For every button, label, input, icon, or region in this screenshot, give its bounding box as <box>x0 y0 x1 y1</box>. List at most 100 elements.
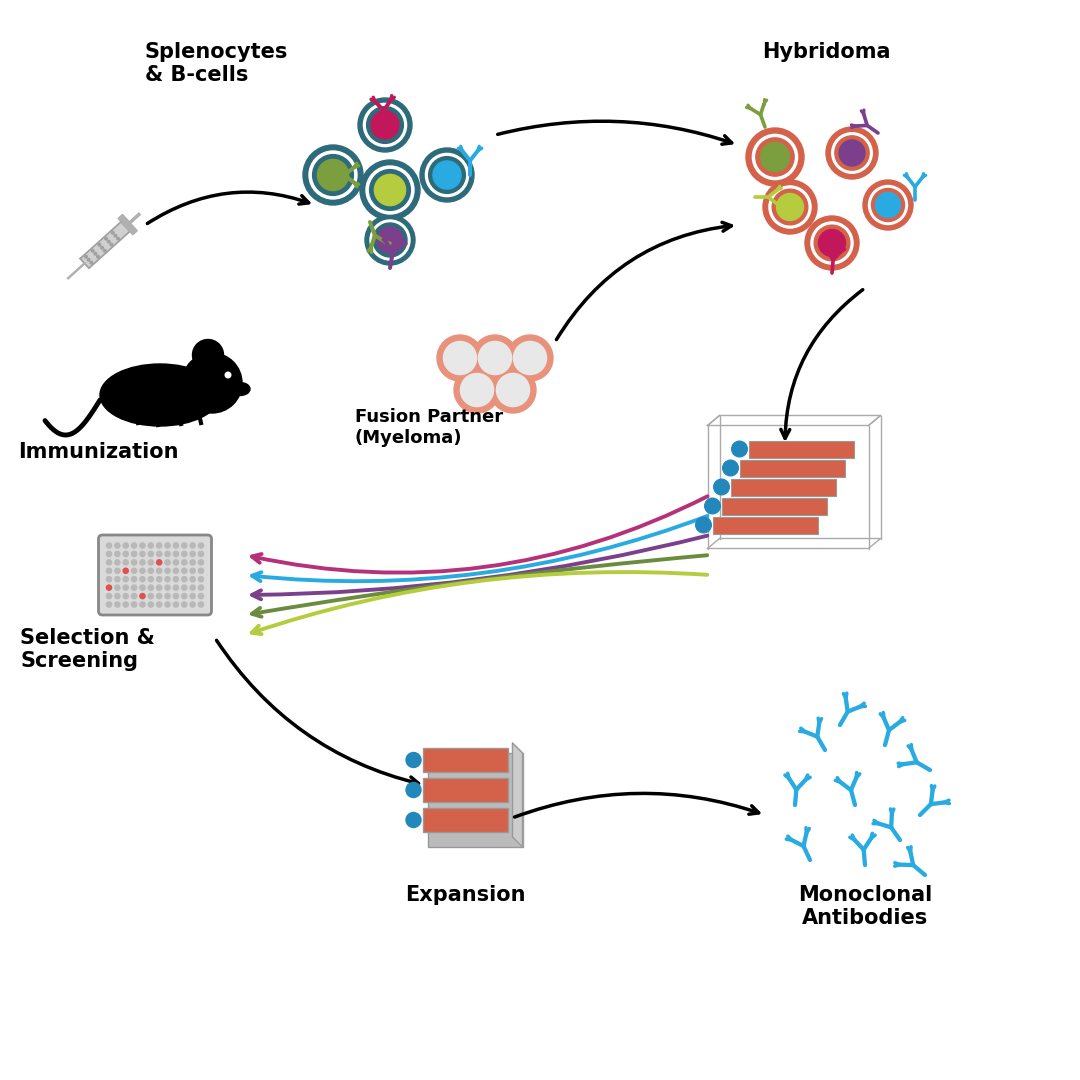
Circle shape <box>190 577 195 582</box>
Circle shape <box>190 594 195 598</box>
Circle shape <box>157 551 162 556</box>
Circle shape <box>148 559 153 565</box>
Circle shape <box>181 568 187 573</box>
Circle shape <box>157 559 162 565</box>
Circle shape <box>132 559 137 565</box>
Circle shape <box>190 585 195 591</box>
Circle shape <box>114 559 120 565</box>
FancyBboxPatch shape <box>748 441 853 458</box>
Circle shape <box>157 602 162 607</box>
Circle shape <box>100 246 104 249</box>
Circle shape <box>199 559 204 565</box>
Text: Fusion Partner
(Myeloma): Fusion Partner (Myeloma) <box>355 408 503 447</box>
Circle shape <box>97 255 99 258</box>
Circle shape <box>429 157 465 193</box>
Circle shape <box>139 551 145 556</box>
Circle shape <box>369 170 410 211</box>
Text: Expansion: Expansion <box>405 885 525 905</box>
Circle shape <box>114 234 117 237</box>
Circle shape <box>165 602 171 607</box>
Circle shape <box>478 341 512 375</box>
Circle shape <box>454 367 500 413</box>
Circle shape <box>406 783 421 797</box>
Circle shape <box>148 585 153 591</box>
Circle shape <box>173 577 178 582</box>
Circle shape <box>190 551 195 556</box>
FancyBboxPatch shape <box>428 753 523 847</box>
Circle shape <box>148 551 153 556</box>
Circle shape <box>181 602 187 607</box>
Circle shape <box>107 551 111 556</box>
Ellipse shape <box>230 382 249 395</box>
FancyBboxPatch shape <box>422 808 508 832</box>
Circle shape <box>117 238 120 240</box>
Circle shape <box>181 585 187 591</box>
Circle shape <box>714 480 729 495</box>
Circle shape <box>312 154 353 195</box>
Circle shape <box>303 145 363 205</box>
Circle shape <box>826 127 878 179</box>
Circle shape <box>123 602 129 607</box>
Circle shape <box>148 577 153 582</box>
Circle shape <box>190 543 195 549</box>
Circle shape <box>123 543 129 549</box>
Circle shape <box>123 568 129 573</box>
FancyBboxPatch shape <box>713 516 818 534</box>
Circle shape <box>490 367 536 413</box>
Circle shape <box>173 594 178 598</box>
Circle shape <box>173 543 178 549</box>
Circle shape <box>157 577 162 582</box>
Circle shape <box>732 442 747 457</box>
Circle shape <box>444 341 476 375</box>
Polygon shape <box>513 743 523 847</box>
Circle shape <box>90 261 93 264</box>
Circle shape <box>107 585 111 591</box>
Circle shape <box>819 230 846 257</box>
Circle shape <box>165 585 171 591</box>
Circle shape <box>132 543 137 549</box>
Circle shape <box>365 215 415 265</box>
Circle shape <box>863 180 913 230</box>
Circle shape <box>123 585 129 591</box>
Text: Splenocytes
& B-cells: Splenocytes & B-cells <box>145 42 288 85</box>
Circle shape <box>762 180 816 234</box>
Circle shape <box>811 222 853 265</box>
Circle shape <box>756 138 794 176</box>
Circle shape <box>173 602 178 607</box>
Circle shape <box>92 249 94 252</box>
Ellipse shape <box>100 364 220 426</box>
Circle shape <box>139 585 145 591</box>
Circle shape <box>832 133 873 173</box>
Polygon shape <box>118 215 137 234</box>
Circle shape <box>148 602 153 607</box>
Circle shape <box>377 227 403 253</box>
Circle shape <box>696 517 712 532</box>
Circle shape <box>433 161 461 189</box>
Circle shape <box>814 226 850 261</box>
Circle shape <box>199 594 204 598</box>
Circle shape <box>723 460 739 476</box>
Circle shape <box>760 143 789 172</box>
Text: Selection &
Screening: Selection & Screening <box>21 627 154 671</box>
Circle shape <box>114 594 120 598</box>
Circle shape <box>165 577 171 582</box>
Circle shape <box>181 543 187 549</box>
Circle shape <box>772 189 808 225</box>
Circle shape <box>199 585 204 591</box>
Circle shape <box>309 151 357 199</box>
Circle shape <box>107 241 110 243</box>
Circle shape <box>84 256 87 258</box>
Circle shape <box>111 231 114 234</box>
Circle shape <box>181 559 187 565</box>
Circle shape <box>513 341 546 375</box>
Circle shape <box>370 220 410 260</box>
Circle shape <box>132 602 137 607</box>
Circle shape <box>183 353 242 413</box>
Circle shape <box>366 107 403 144</box>
Circle shape <box>110 243 112 246</box>
Circle shape <box>165 543 171 549</box>
Circle shape <box>132 577 137 582</box>
Circle shape <box>107 602 111 607</box>
Circle shape <box>114 543 120 549</box>
Circle shape <box>139 543 145 549</box>
